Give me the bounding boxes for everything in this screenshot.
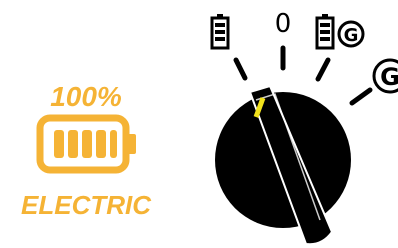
battery-position-icon: [212, 14, 228, 48]
generator-label: G: [380, 63, 398, 91]
percent-label: 100%: [50, 81, 122, 112]
selector-knob: [215, 86, 351, 244]
mode-label: ELECTRIC: [21, 190, 152, 220]
generator-label: G: [344, 25, 359, 46]
battery-icon: [40, 118, 136, 170]
selector-illustration: 100% ELECTRIC 0 G G: [0, 0, 398, 248]
off-label: 0: [275, 9, 292, 39]
